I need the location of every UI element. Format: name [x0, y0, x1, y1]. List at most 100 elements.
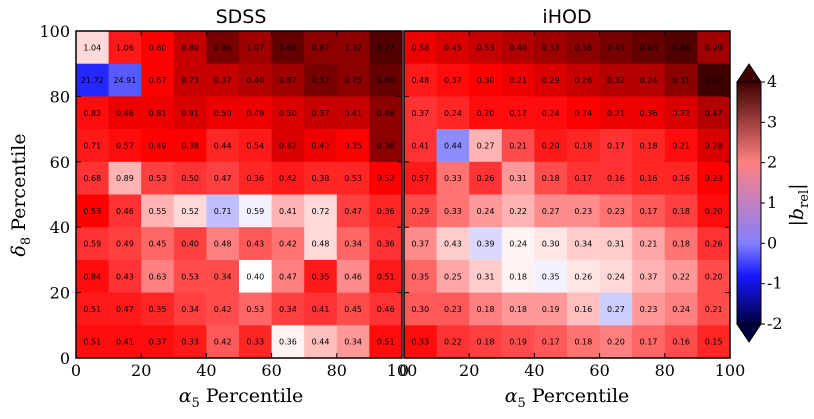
- ihod-cell-value: 0.20: [607, 338, 625, 347]
- ihod-cell: [469, 31, 503, 65]
- ihod-cell-value: 0.63: [640, 43, 658, 52]
- ihod-cell-value: 0.62: [705, 76, 723, 85]
- ihod-cell: [632, 129, 666, 163]
- ihod-cell: [664, 96, 698, 130]
- ihod-cell-value: 0.21: [509, 76, 527, 85]
- sdss-cell-value: 0.41: [312, 305, 330, 314]
- sdss-cell: [336, 63, 370, 97]
- sdss-cell: [304, 227, 338, 261]
- x-axis-label-word: Percentile: [526, 385, 629, 407]
- sdss-cell-value: 0.37: [214, 76, 232, 85]
- ihod-cell-value: 0.58: [411, 43, 429, 52]
- sdss-cell: [206, 161, 240, 195]
- ihod-cell-value: 0.33: [444, 207, 462, 216]
- colorbar-tick-label: -2: [767, 314, 783, 333]
- ihod-cell: [534, 194, 568, 228]
- ihod-cell-value: 0.18: [672, 207, 690, 216]
- ihod-cell: [697, 161, 731, 195]
- ihod-cell-value: 0.39: [477, 240, 495, 249]
- sdss-cell: [369, 227, 403, 261]
- ihod-cell: [501, 227, 535, 261]
- sdss-cell-value: 0.42: [279, 174, 297, 183]
- sdss-cell: [141, 227, 175, 261]
- ihod-cell-value: 0.44: [444, 141, 462, 150]
- sdss-cell-value: 0.41: [344, 109, 362, 118]
- ihod-cell-value: 0.18: [509, 305, 527, 314]
- ihod-cell: [534, 292, 568, 326]
- alpha-symbol: α: [179, 385, 192, 407]
- ihod-cell: [534, 96, 568, 130]
- ihod-cell: [501, 325, 535, 359]
- sdss-cell: [76, 194, 110, 228]
- ihod-cell: [567, 292, 601, 326]
- ihod-cell: [436, 129, 470, 163]
- sdss-cell: [304, 161, 338, 195]
- ihod-x-tick-label: 80: [655, 361, 675, 380]
- sdss-cell: [304, 96, 338, 130]
- sdss-cell: [108, 161, 142, 195]
- ihod-cell-value: 0.43: [444, 240, 462, 249]
- sdss-x-tick-label: 80: [327, 361, 347, 380]
- ihod-cell-value: 0.20: [705, 207, 723, 216]
- sdss-cell: [239, 259, 273, 294]
- sdss-cell: [108, 259, 142, 294]
- colorbar-label-main: |b: [786, 208, 808, 227]
- ihod-heatmap: 0.58 0.45 0.53 0.40 0.33 0.36 0.43 0.63 0.86 0.99…: [404, 31, 731, 359]
- ihod-cell-value: 0.21: [705, 305, 723, 314]
- sdss-cell: [271, 31, 305, 65]
- y-tick-label: 100: [39, 22, 70, 41]
- ihod-x-tick-label: 40: [524, 361, 544, 380]
- sdss-cell: [369, 63, 403, 97]
- sdss-x-tick-label: 0: [71, 361, 81, 380]
- ihod-cell-value: 0.16: [672, 174, 690, 183]
- ihod-cell: [404, 161, 438, 195]
- sdss-cell: [239, 96, 273, 130]
- sdss-cell: [173, 259, 207, 294]
- sdss-cell: [173, 63, 207, 97]
- ihod-plot-frame: [403, 30, 731, 359]
- sdss-cell-value: 0.55: [149, 207, 167, 216]
- sdss-cell: [206, 227, 240, 261]
- ihod-cell: [436, 292, 470, 326]
- ihod-cell-value: 0.18: [574, 338, 592, 347]
- sdss-cell: [173, 325, 207, 359]
- ihod-cell: [501, 96, 535, 130]
- sdss-cell-value: 0.84: [83, 272, 101, 281]
- ihod-cell: [664, 31, 698, 65]
- sdss-cell-value: 0.53: [246, 305, 264, 314]
- sdss-cell: [336, 129, 370, 163]
- sdss-cell: [304, 194, 338, 228]
- ihod-cell: [697, 194, 731, 228]
- ihod-cell: [567, 227, 601, 261]
- ihod-cell: [436, 96, 470, 130]
- colorbar-tick-label: 2: [767, 153, 777, 172]
- sdss-cell-value: 1.07: [246, 43, 264, 52]
- ihod-cell-value: 0.16: [574, 305, 592, 314]
- sdss-cell-value: 0.43: [246, 240, 264, 249]
- sdss-cell: [304, 259, 338, 294]
- ihod-cell-value: 0.36: [574, 43, 592, 52]
- sdss-cell-value: 0.54: [246, 141, 264, 150]
- sdss-cell-value: 0.68: [279, 43, 297, 52]
- ihod-cell-value: 0.53: [477, 43, 495, 52]
- ihod-x-axis-label: α5 Percentile: [505, 385, 630, 411]
- sdss-cell: [336, 259, 370, 294]
- sdss-cell-value: 0.33: [246, 338, 264, 347]
- ihod-cell: [664, 194, 698, 228]
- sdss-cell-value: 0.86: [214, 43, 232, 52]
- ihod-cell: [567, 161, 601, 195]
- ihod-cell: [664, 129, 698, 163]
- sdss-cell-value: 1.27: [377, 43, 395, 52]
- sdss-cell: [271, 292, 305, 326]
- sdss-cell-value: 0.62: [279, 141, 297, 150]
- sdss-cell: [369, 129, 403, 163]
- sdss-cell-value: 0.36: [377, 141, 395, 150]
- sdss-x-axis-label: α5 Percentile: [179, 385, 304, 411]
- ihod-cell-value: 0.23: [444, 305, 462, 314]
- ihod-cell-value: 0.18: [542, 174, 560, 183]
- sdss-cell-value: 0.57: [116, 141, 134, 150]
- ihod-cell-value: 0.30: [542, 240, 560, 249]
- ihod-cell-value: 0.24: [672, 305, 690, 314]
- ihod-cell-value: 0.43: [607, 43, 625, 52]
- ihod-cell: [534, 325, 568, 359]
